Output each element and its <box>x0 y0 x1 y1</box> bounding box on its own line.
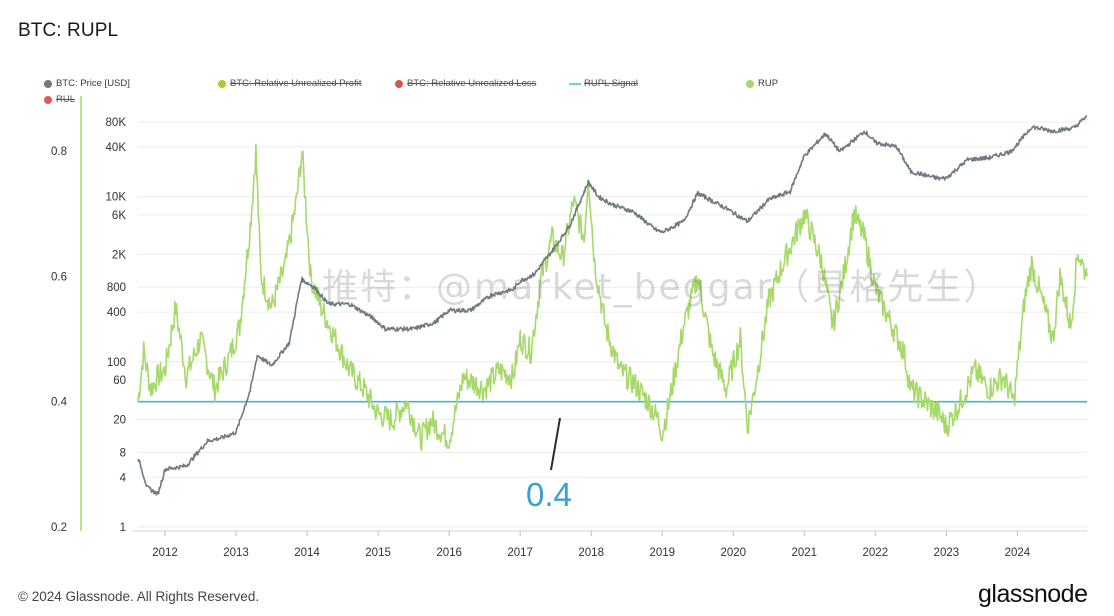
legend-marker <box>218 79 226 88</box>
legend-label: RUP <box>758 78 779 89</box>
legend-marker <box>746 79 754 88</box>
legend-item-rul[interactable]: RUL <box>44 94 75 105</box>
legend-label: RUL <box>56 94 76 105</box>
left-tick-label: 0.2 <box>51 522 67 534</box>
x-tick-label: 2024 <box>1005 547 1031 559</box>
x-tick-label: 2014 <box>294 547 320 559</box>
legend-item-btc-relative-unrealized-profit[interactable]: BTC: Relative Unrealized Profit <box>218 78 361 89</box>
right-tick-label: 40K <box>106 142 127 154</box>
right-tick-label: 400 <box>107 307 126 319</box>
x-tick-label: 2017 <box>507 547 533 559</box>
right-tick-label: 6K <box>112 210 126 222</box>
series-btc-price <box>137 115 1088 496</box>
left-tick-label: 0.6 <box>51 271 67 283</box>
series-rup <box>137 143 1088 452</box>
legend-item-rupl-signal[interactable]: RUPL Signal <box>569 78 638 89</box>
series-layer <box>137 115 1088 496</box>
right-tick-label: 10K <box>106 192 127 204</box>
legend-label: BTC: Price [USD] <box>56 78 130 89</box>
right-tick-label: 4 <box>120 472 127 484</box>
x-tick-label: 2013 <box>223 547 249 559</box>
right-tick-label: 2K <box>112 249 126 261</box>
right-tick-label: 100 <box>107 357 126 369</box>
right-tick-label: 20 <box>113 415 126 427</box>
x-tick-label: 2021 <box>791 547 817 559</box>
left-axis: 0.2 0.4 0.6 0.8 <box>51 96 82 534</box>
left-tick-label: 0.4 <box>51 397 68 409</box>
right-tick-label: 1 <box>120 522 126 534</box>
legend-marker <box>569 82 581 85</box>
legend-item-rup[interactable]: RUP <box>746 78 778 89</box>
right-tick-label: 60 <box>113 375 126 387</box>
x-tick-label: 2022 <box>863 547 889 559</box>
x-tick-label: 2023 <box>934 547 960 559</box>
x-axis: 2012 2013 2014 2015 2016 2017 2018 2019 2020 2021… <box>132 530 1087 559</box>
legend-label: BTC: Relative Unrealized Profit <box>230 78 362 89</box>
copyright-text: © 2024 Glassnode. All Rights Reserved. <box>18 589 260 604</box>
x-tick-label: 2015 <box>365 547 391 559</box>
legend-label: RUPL Signal <box>584 78 639 89</box>
legend-marker <box>395 79 403 88</box>
legend-marker <box>44 79 52 88</box>
chart-title: BTC: RUPL <box>18 20 119 41</box>
x-tick-label: 2012 <box>152 547 178 559</box>
legend-item-btc-price-usd[interactable]: BTC: Price [USD] <box>44 78 130 89</box>
right-tick-label: 8 <box>120 447 126 459</box>
left-tick-label: 0.8 <box>51 146 67 158</box>
x-tick-label: 2016 <box>436 547 462 559</box>
legend-item-btc-relative-unrealized-loss[interactable]: BTC: Relative Unrealized Loss <box>395 78 536 89</box>
x-tick-label: 2020 <box>720 547 746 559</box>
grid <box>138 121 1087 528</box>
annotation-pointer <box>550 417 561 471</box>
legend-marker <box>44 95 52 104</box>
x-tick-label: 2019 <box>649 547 675 559</box>
glassnode-logo: glassnode <box>978 580 1088 608</box>
right-axis: 1 4 8 20 60 100 400 800 2K 6K 10K 40K 80K <box>106 117 127 534</box>
legend-label: BTC: Relative Unrealized Loss <box>407 78 537 89</box>
right-tick-label: 80K <box>106 117 127 129</box>
right-tick-label: 800 <box>107 282 126 294</box>
threshold-annotation: 0.4 <box>526 476 572 513</box>
x-tick-label: 2018 <box>578 547 604 559</box>
